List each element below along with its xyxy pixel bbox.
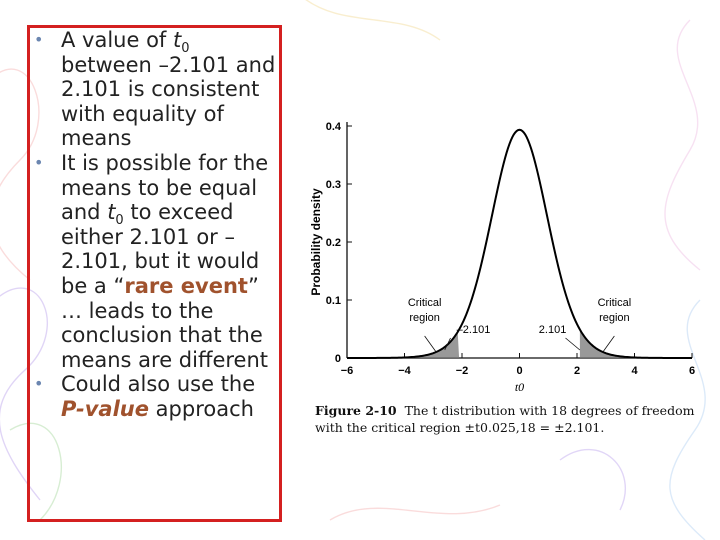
figure-number: Figure 2-10 <box>315 403 397 418</box>
bullet-item-3: • Could also use the P-value approach <box>34 372 256 421</box>
right-critical-value-label: 2.101 <box>539 324 567 336</box>
y-tick-label: 0.3 <box>326 179 341 191</box>
y-tick-label: 0.4 <box>326 121 342 133</box>
figure-caption: Figure 2-10 The t distribution with 18 d… <box>315 402 715 436</box>
right-critical-arrow <box>565 337 581 351</box>
x-tick-label: −6 <box>341 365 354 377</box>
left-critical-region-label: Critical <box>408 297 442 309</box>
bullet-item-1: • A value of t0 between –2.101 and 2.101… <box>34 28 276 151</box>
p-value-highlight: P-value <box>61 396 149 421</box>
x-axis-label: t0 <box>515 380 524 394</box>
right-critical-region-label: Critical <box>598 297 632 309</box>
right-region-pointer <box>602 335 615 353</box>
density-curve <box>347 128 692 359</box>
right-critical-region-label-line2: region <box>599 312 630 324</box>
rare-event-highlight: rare event <box>124 273 248 298</box>
x-tick-label: −2 <box>456 365 469 377</box>
t-distribution-chart: 0 0.1 0.2 0.3 0.4 −6 −4 −2 0 2 4 6 t0 Probability den… <box>309 121 695 394</box>
y-axis-label: Probability density <box>309 188 323 296</box>
x-tick-label: −4 <box>398 365 411 377</box>
left-critical-region <box>347 331 460 358</box>
x-tick-label: 2 <box>574 365 580 377</box>
bullet-item-2: • It is possible for the means to be equ… <box>34 150 269 372</box>
y-tick-label: 0.2 <box>326 237 341 249</box>
y-tick-label: 0.1 <box>326 295 341 307</box>
y-tick-label: 0 <box>335 353 341 365</box>
x-tick-label: 0 <box>516 365 522 377</box>
left-critical-arrow <box>444 337 451 351</box>
bullet-list: • A value of t0 between –2.101 and 2.101… <box>30 28 282 422</box>
bullet-dot-icon: • <box>34 374 44 394</box>
figure-caption-text: The t distribution with 18 degrees of fr… <box>315 403 695 435</box>
left-critical-value-label: –2.101 <box>457 324 491 336</box>
bullet-frame <box>27 25 282 522</box>
bullet-dot-icon: • <box>34 30 44 49</box>
x-tick-label: 6 <box>689 365 695 377</box>
left-region-pointer <box>424 335 437 353</box>
bullet-dot-icon: • <box>34 152 44 172</box>
left-critical-region-label-line2: region <box>409 312 440 324</box>
x-tick-label: 4 <box>631 365 638 377</box>
right-critical-region <box>579 329 692 358</box>
